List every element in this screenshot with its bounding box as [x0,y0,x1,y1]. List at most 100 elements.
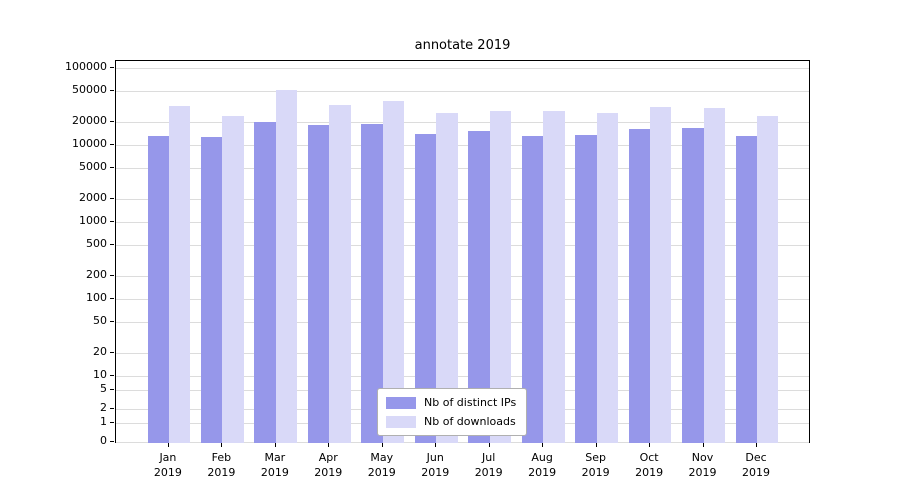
y-tick-mark [110,90,114,92]
legend-label-distinct-ips: Nb of distinct IPs [424,396,517,409]
x-tick-mark [542,443,544,447]
x-tick-label: Nov 2019 [673,450,733,480]
bar-distinct-ips [575,134,597,443]
x-tick-year: 2019 [260,466,289,479]
x-tick-month: Feb [211,451,232,464]
bar-downloads [436,113,458,443]
bar-downloads [543,111,565,443]
bar-distinct-ips [147,136,169,443]
bar-distinct-ips [254,121,276,443]
y-tick-mark [110,441,114,442]
bar-downloads [222,115,244,443]
x-tick-month: Oct [639,451,659,464]
y-tick-mark [110,144,114,145]
x-tick-year: 2019 [367,466,396,479]
x-tick-month: Apr [318,451,338,464]
chart-title: annotate 2019 [414,38,511,53]
y-tick-mark [110,389,114,391]
x-tick-label: Apr 2019 [298,450,358,480]
y-tick-mark [110,197,114,199]
bar-downloads [275,89,298,443]
x-tick-mark [649,443,651,447]
x-tick-month: Mar [264,451,286,464]
bar-distinct-ips [414,133,437,443]
bar-downloads [329,105,351,443]
bar-downloads [382,101,405,443]
x-tick-label: Jul 2019 [459,450,519,480]
y-tick-mark [110,407,114,409]
gridline [116,91,809,93]
x-tick-month: Sep [585,451,606,464]
x-tick-label: Feb 2019 [191,450,251,480]
y-tick-label: 20 [93,344,107,358]
bar-distinct-ips [361,124,383,443]
y-tick-label: 500 [86,237,107,251]
x-tick-label: Oct 2019 [619,450,679,480]
bar-distinct-ips [735,135,757,443]
y-tick-label: 50 [93,314,107,328]
y-tick-mark [110,221,114,222]
gridline [116,68,809,69]
y-tick-label: 100 [86,291,107,304]
x-tick-month: Jul [482,451,496,464]
x-tick-label: Mar 2019 [245,450,305,480]
bar-downloads [489,110,512,443]
x-tick-year: 2019 [474,466,503,479]
bar-downloads [703,108,725,443]
y-tick-label: 5000 [79,160,107,174]
x-tick-year: 2019 [635,466,664,479]
x-tick-label: Jun 2019 [405,450,465,480]
y-tick-label: 1000 [79,214,107,227]
y-tick-label: 0 [100,434,107,447]
x-tick-month: Aug [531,451,553,464]
x-tick-label: Jan 2019 [138,450,198,480]
legend-item-distinct-ips: Nb of distinct IPs [386,396,516,409]
x-tick-year: 2019 [207,466,236,479]
bar-distinct-ips [307,125,330,443]
y-tick-mark [110,321,114,323]
gridline [116,352,809,354]
gridline [116,222,809,223]
x-tick-year: 2019 [153,466,182,479]
bar-downloads [650,107,672,443]
x-tick-year: 2019 [421,466,450,479]
x-tick-mark [167,443,169,447]
bar-downloads [168,106,191,443]
x-tick-month: Nov [691,451,714,464]
y-tick-label: 2000 [79,190,107,204]
x-tick-label: May 2019 [352,450,412,480]
x-tick-mark [756,443,757,447]
x-tick-label: Dec 2019 [726,450,786,480]
x-tick-label: Sep 2019 [566,450,626,480]
plot-area [115,60,810,443]
y-tick-mark [110,120,114,122]
bar-distinct-ips [521,135,544,443]
x-tick-year: 2019 [581,466,610,479]
bar-downloads [757,115,779,443]
x-tick-month: Jun [426,451,444,464]
x-tick-year: 2019 [528,466,557,479]
y-tick-label: 2 [100,400,107,414]
y-tick-label: 50000 [72,83,107,97]
legend: Nb of distinct IPs Nb of downloads [377,388,528,436]
x-tick-month: Jan [159,451,177,464]
y-tick-mark [110,298,114,299]
bar-distinct-ips [682,128,704,443]
gridline [116,198,809,200]
x-tick-mark [221,443,223,447]
y-tick-mark [110,375,114,376]
y-tick-label: 5 [100,382,107,396]
x-tick-mark [328,443,330,447]
gridline [116,322,809,324]
x-tick-month: May [370,451,394,464]
y-tick-label: 20000 [72,113,107,127]
x-tick-mark [274,443,276,447]
gridline [116,145,809,146]
bar-downloads [596,113,618,443]
legend-swatch-distinct-ips [386,396,416,409]
gridline [116,299,809,300]
y-tick-label: 10000 [72,137,107,150]
y-tick-mark [110,67,114,68]
bar-distinct-ips [201,136,223,443]
y-tick-mark [110,244,114,246]
